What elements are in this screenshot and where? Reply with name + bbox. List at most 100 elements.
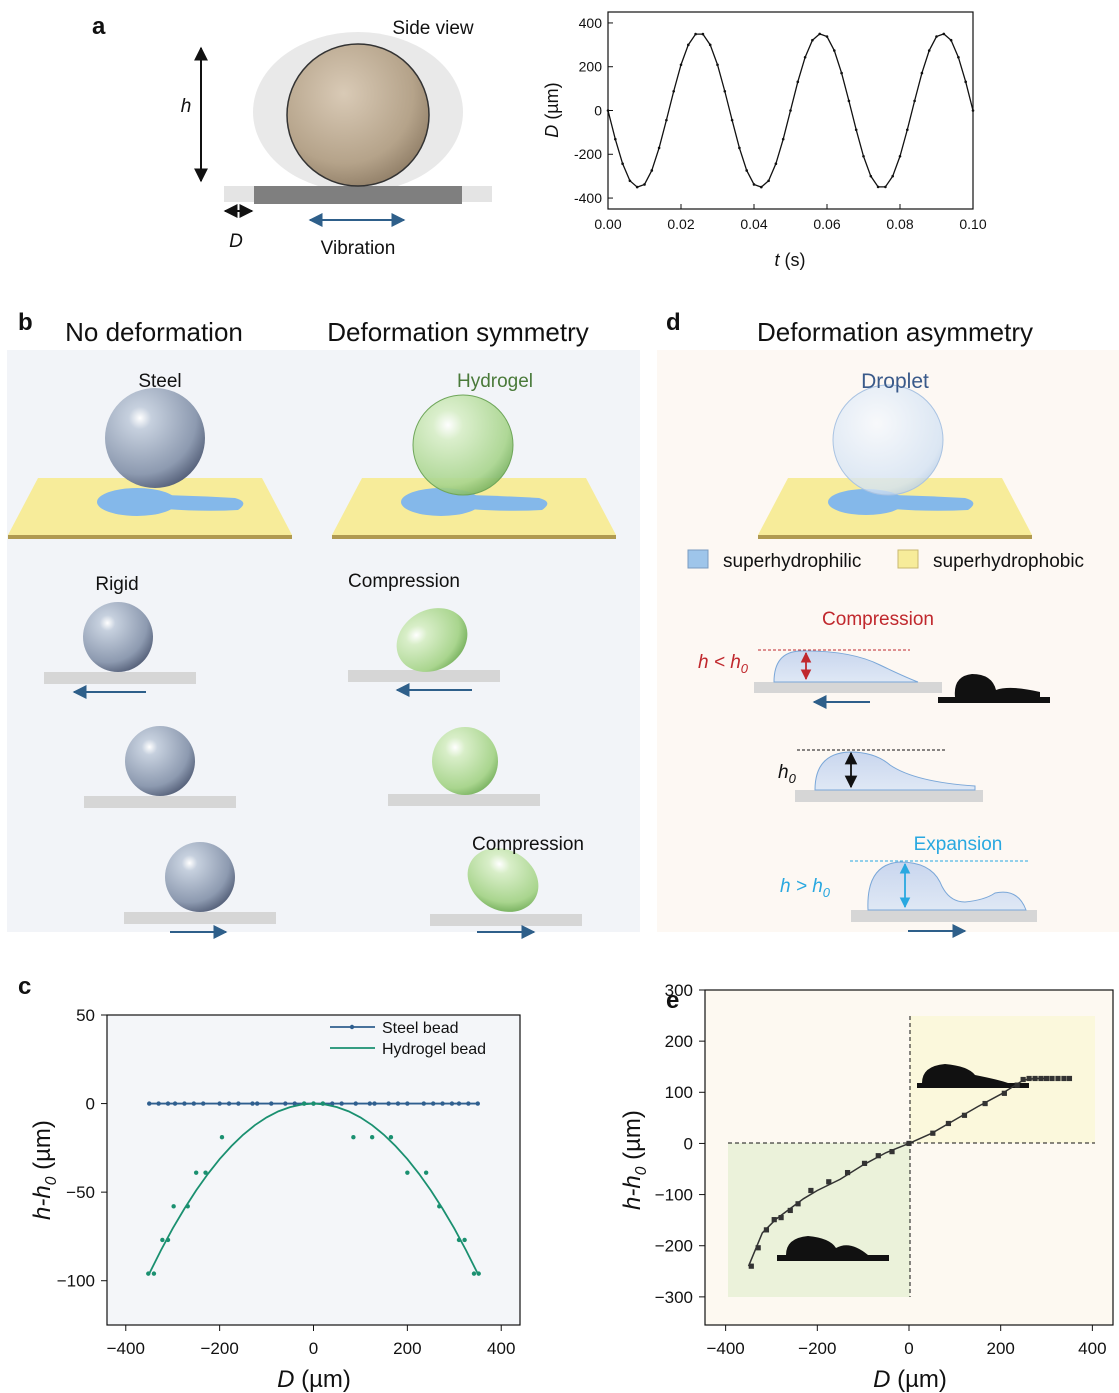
- x-tick-label: 0.10: [959, 216, 986, 232]
- data-point: [811, 39, 814, 42]
- data-point: [166, 1101, 170, 1105]
- y-axis-label: h-h0 (µm): [619, 1110, 650, 1210]
- data-point: [709, 44, 712, 47]
- y-axis-label: D (µm): [542, 82, 562, 137]
- diagram-label: Steel: [138, 371, 181, 392]
- y-tick-label: 100: [665, 1083, 693, 1102]
- data-point: [440, 1101, 444, 1105]
- data-point: [201, 1101, 205, 1105]
- legend-label: Steel bead: [382, 1020, 459, 1037]
- axis-label-part: (µm): [294, 1366, 350, 1393]
- data-point: [160, 1238, 164, 1242]
- y-tick-label: 300: [665, 981, 693, 1000]
- axis-label-part: (µm): [619, 1110, 646, 1166]
- data-point: [147, 1101, 151, 1105]
- data-point: [354, 1101, 358, 1105]
- data-point: [1044, 1076, 1049, 1081]
- data-point: [826, 35, 829, 38]
- data-point: [437, 1204, 441, 1208]
- data-point: [171, 1204, 175, 1208]
- data-point: [658, 147, 661, 150]
- diagram-label: Rigid: [95, 574, 138, 595]
- data-point: [778, 1215, 783, 1220]
- data-point: [472, 1271, 476, 1275]
- data-point: [476, 1101, 480, 1105]
- axis-label-part: D: [277, 1366, 294, 1393]
- data-point: [906, 128, 909, 131]
- data-point: [629, 179, 632, 182]
- legend-swatch: [350, 1025, 354, 1029]
- data-point: [672, 90, 675, 93]
- data-point: [146, 1271, 150, 1275]
- x-tick-label: 200: [393, 1339, 421, 1358]
- data-point: [1021, 1077, 1026, 1082]
- data-point: [368, 1101, 372, 1105]
- y-tick-label: −300: [655, 1288, 693, 1307]
- data-point: [877, 186, 880, 189]
- data-point: [1055, 1076, 1060, 1081]
- data-point: [946, 1121, 951, 1126]
- data-point: [797, 81, 800, 84]
- data-point: [636, 186, 639, 189]
- panel-label: a: [92, 13, 106, 40]
- data-point: [957, 56, 960, 59]
- x-tick-label: 0: [309, 1339, 318, 1358]
- data-point: [964, 81, 967, 84]
- data-point: [950, 39, 953, 42]
- legend-label: superhydrophilic: [723, 551, 861, 572]
- x-tick-label: −200: [798, 1339, 836, 1358]
- diagram-label: Compression: [472, 834, 584, 855]
- axis-label-part: (µm): [542, 82, 562, 124]
- data-point: [422, 1101, 426, 1105]
- x-axis-label: t (s): [774, 250, 805, 270]
- data-point: [833, 49, 836, 52]
- data-point: [203, 1170, 207, 1174]
- data-point: [1061, 1076, 1066, 1081]
- data-point: [694, 33, 697, 36]
- data-point: [795, 1201, 800, 1206]
- y-tick-label: 0: [86, 1095, 95, 1114]
- data-point: [749, 1264, 754, 1269]
- y-tick-label: −50: [66, 1183, 95, 1202]
- axis-label-part: D: [542, 125, 562, 138]
- data-point: [913, 100, 916, 103]
- legend-label: superhydrophobic: [933, 551, 1084, 572]
- x-tick-label: −400: [107, 1339, 145, 1358]
- y-tick-label: −100: [57, 1272, 95, 1291]
- data-point: [255, 1101, 259, 1105]
- data-point: [405, 1170, 409, 1174]
- data-point: [772, 1217, 777, 1222]
- data-point: [848, 100, 851, 103]
- axis-label-part: (s): [780, 250, 806, 270]
- figure: a b c d e Side view h D Vibration No def…: [0, 0, 1119, 1393]
- x-tick-label: 0: [904, 1339, 913, 1358]
- data-point: [283, 1101, 287, 1105]
- y-tick-label: 200: [579, 59, 603, 75]
- data-point: [745, 169, 748, 172]
- data-point: [351, 1135, 355, 1139]
- panel-title: Deformation asymmetry: [757, 317, 1033, 347]
- diagram-label: D: [229, 231, 243, 252]
- legend-label: Hydrogel bead: [382, 1041, 486, 1058]
- data-point: [1032, 1076, 1037, 1081]
- plot-background: [107, 1015, 520, 1325]
- data-point: [302, 1101, 306, 1105]
- y-tick-label: 400: [579, 15, 603, 31]
- data-point: [962, 1113, 967, 1118]
- data-point: [462, 1238, 466, 1242]
- x-tick-label: 0.00: [594, 216, 621, 232]
- x-axis-label: D (µm): [277, 1366, 351, 1393]
- data-point: [870, 175, 873, 178]
- data-point: [930, 1131, 935, 1136]
- data-point: [466, 1101, 470, 1105]
- data-point: [764, 1227, 769, 1232]
- data-point: [621, 162, 624, 165]
- y-tick-label: −100: [655, 1186, 693, 1205]
- data-point: [935, 35, 938, 38]
- panel-d-diagram: [657, 350, 1119, 932]
- data-point: [716, 63, 719, 66]
- x-tick-label: 0.06: [813, 216, 840, 232]
- x-tick-label: −200: [200, 1339, 238, 1358]
- data-point: [808, 1188, 813, 1193]
- data-point: [680, 63, 683, 66]
